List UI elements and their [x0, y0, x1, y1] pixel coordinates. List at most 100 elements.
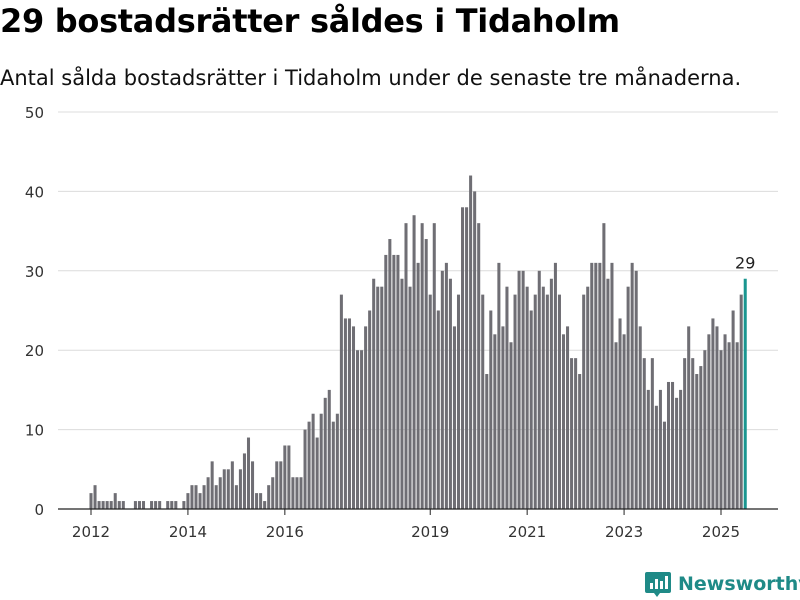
bar: [582, 294, 586, 509]
bar: [509, 342, 513, 509]
bar: [642, 358, 646, 509]
bar: [117, 501, 121, 509]
bar: [444, 262, 448, 509]
bar: [715, 326, 719, 509]
bar: [687, 326, 691, 509]
bar: [735, 342, 739, 509]
bar: [416, 262, 420, 509]
bar: [226, 469, 230, 509]
bar: [388, 239, 392, 510]
bar: [465, 207, 469, 509]
bar: [343, 318, 347, 509]
bar: [614, 342, 618, 509]
bar: [267, 485, 271, 509]
bar: [303, 429, 307, 509]
bar: [545, 294, 549, 509]
bar: [97, 501, 101, 509]
y-tick-label: 10: [25, 422, 44, 440]
bar: [202, 485, 206, 509]
bar: [703, 350, 707, 509]
bar: [586, 286, 590, 509]
bar: [380, 286, 384, 509]
bar: [654, 405, 658, 509]
bar: [658, 389, 662, 509]
bar: [141, 501, 146, 509]
bar: [493, 334, 497, 509]
highlight-bar: [743, 278, 747, 509]
newsworthy-logo-icon: [645, 572, 671, 597]
bar: [683, 358, 687, 509]
bar: [485, 374, 489, 509]
bar: [622, 334, 626, 509]
bar: [699, 366, 703, 509]
bar: [246, 437, 251, 509]
bar: [315, 437, 319, 509]
bar: [287, 445, 291, 509]
bar: [372, 278, 376, 509]
bar: [133, 501, 137, 509]
bar: [578, 374, 582, 509]
bar: [541, 286, 545, 509]
bar: [271, 477, 275, 509]
bar: [166, 501, 170, 509]
bar: [121, 501, 125, 509]
bar: [505, 286, 509, 509]
bar: [412, 215, 416, 509]
bar: [206, 477, 210, 509]
x-tick-label: 2025: [702, 523, 740, 541]
bar: [214, 485, 218, 509]
bar: [533, 294, 537, 509]
bar: [255, 493, 259, 509]
bar: [323, 397, 327, 509]
bar-chart: 0 10 20 30 40 50 29 2012 2014 2016 2019 2021 2023 202…: [25, 104, 778, 541]
data-label: 29: [735, 254, 755, 273]
bar: [477, 223, 481, 509]
brand-logo: Newsworthy: [644, 568, 800, 600]
bar: [549, 278, 553, 509]
bar: [675, 397, 679, 509]
bar: [634, 270, 638, 509]
bar: [448, 278, 452, 509]
bar: [469, 175, 473, 509]
bar: [606, 278, 610, 509]
bar: [347, 318, 351, 509]
bar: [739, 294, 743, 509]
y-tick-label: 40: [25, 183, 44, 201]
bar: [473, 191, 477, 509]
bar: [566, 326, 570, 509]
bar: [513, 294, 517, 509]
bar: [307, 421, 311, 509]
bar: [396, 254, 400, 509]
bar: [198, 493, 202, 509]
bar: [331, 421, 335, 509]
bar: [525, 286, 529, 509]
bar: [251, 461, 255, 509]
bar: [182, 501, 186, 509]
bar: [723, 334, 727, 509]
y-tick-label: 30: [25, 263, 44, 281]
bar: [626, 286, 630, 509]
bar: [731, 310, 735, 509]
bar: [194, 485, 198, 509]
bar: [210, 461, 214, 509]
bar: [408, 286, 412, 509]
bar: [105, 501, 109, 509]
bar: [150, 501, 154, 509]
bar: [291, 477, 295, 509]
bar: [574, 358, 578, 509]
bar: [501, 326, 505, 509]
x-tick-label: 2019: [411, 523, 449, 541]
bar: [404, 223, 408, 509]
x-tick-label: 2021: [508, 523, 546, 541]
bar: [299, 477, 303, 509]
bar: [594, 262, 598, 509]
bar: [679, 389, 683, 509]
y-tick-label: 50: [25, 104, 44, 122]
bar: [537, 270, 541, 509]
bar: [521, 270, 525, 509]
y-tick-label: 0: [34, 501, 44, 519]
bar: [638, 326, 642, 509]
bar: [666, 381, 671, 509]
bar: [384, 254, 388, 509]
bar: [695, 374, 699, 509]
